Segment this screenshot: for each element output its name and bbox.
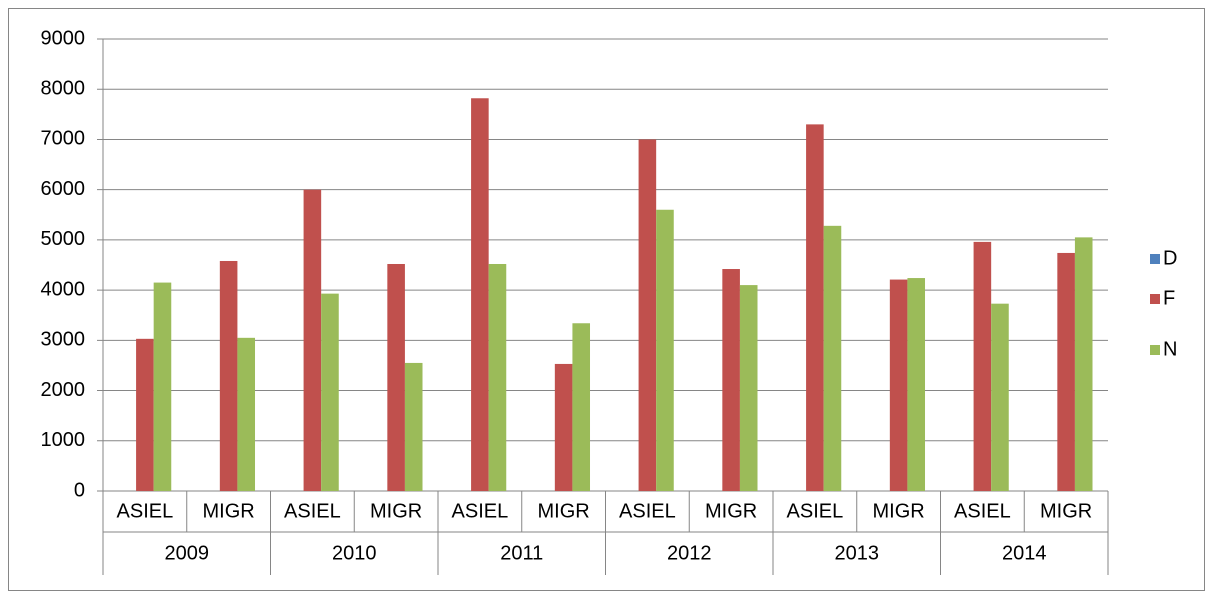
bar: [907, 278, 926, 491]
y-tick-label: 6000: [41, 178, 86, 200]
legend-label: D: [1163, 247, 1177, 269]
bar: [303, 189, 322, 491]
x-tick-label: MIGR: [203, 500, 255, 522]
bar: [404, 362, 423, 491]
legend-label: F: [1163, 287, 1175, 309]
bar: [153, 282, 172, 491]
y-tick-label: 8000: [41, 78, 86, 100]
bar: [136, 338, 154, 491]
bar: [638, 139, 657, 491]
x-tick-label: MIGR: [370, 500, 422, 522]
bar: [387, 263, 405, 491]
bar: [973, 241, 992, 491]
chart-frame: [8, 8, 1205, 591]
x-tick-label: MIGR: [538, 500, 590, 522]
x-tick-label: ASIEL: [284, 500, 341, 522]
bar: [488, 263, 507, 491]
legend-swatch: [1150, 294, 1160, 304]
legend-swatch: [1150, 254, 1160, 264]
x-group-label: 2013: [835, 542, 880, 564]
x-tick-label: ASIEL: [117, 500, 174, 522]
bar: [219, 260, 238, 491]
x-group-label: 2009: [165, 542, 210, 564]
bar: [572, 323, 591, 491]
x-group-label: 2011: [500, 542, 543, 564]
y-tick-label: 9000: [41, 27, 86, 49]
x-group-label: 2012: [667, 542, 712, 564]
y-tick-label: 7000: [41, 128, 86, 150]
bar: [1057, 252, 1075, 491]
bar: [471, 98, 489, 492]
y-tick-label: 5000: [41, 228, 86, 250]
bar: [656, 209, 674, 491]
bar: [321, 293, 339, 491]
x-group-label: 2010: [332, 542, 377, 564]
y-tick-label: 2000: [41, 379, 86, 401]
bar: [739, 285, 758, 491]
y-tick-label: 1000: [41, 429, 86, 451]
legend-swatch: [1150, 345, 1160, 355]
x-tick-label: MIGR: [873, 500, 925, 522]
y-tick-label: 0: [74, 479, 85, 501]
bar: [554, 363, 573, 491]
x-tick-label: ASIEL: [787, 500, 844, 522]
x-tick-label: MIGR: [1040, 500, 1092, 522]
bar: [823, 225, 842, 491]
bar: [889, 279, 908, 491]
bar: [806, 124, 824, 491]
x-tick-label: ASIEL: [452, 500, 509, 522]
y-tick-label: 3000: [41, 329, 86, 351]
legend-label: N: [1163, 338, 1177, 360]
x-group-label: 2014: [1002, 542, 1047, 564]
bar: [722, 269, 740, 491]
bar: [237, 337, 256, 491]
x-tick-label: MIGR: [705, 500, 757, 522]
bar: [1074, 237, 1093, 491]
x-tick-label: ASIEL: [954, 500, 1011, 522]
y-tick-label: 4000: [41, 278, 86, 300]
x-tick-label: ASIEL: [619, 500, 676, 522]
bar: [991, 303, 1009, 491]
